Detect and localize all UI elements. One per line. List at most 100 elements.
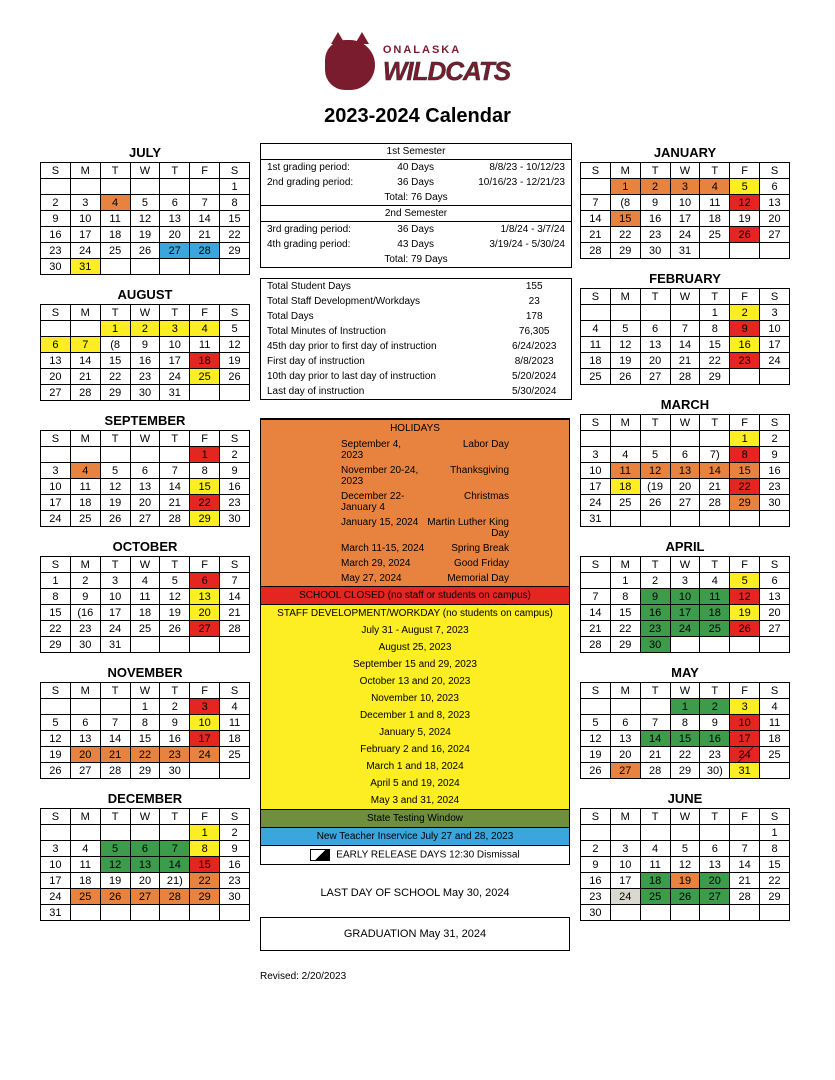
day-cell: 25 (190, 369, 220, 385)
day-cell: 15 (220, 211, 250, 227)
day-cell: 9 (640, 195, 670, 211)
day-cell: 8 (190, 841, 220, 857)
day-cell: 14 (670, 337, 700, 353)
dev-date: September 15 and 29, 2023 (261, 656, 569, 673)
day-cell: 2 (640, 179, 670, 195)
day-cell: 15 (41, 605, 71, 621)
day-cell: 19 (670, 873, 700, 889)
day-cell: 3 (760, 305, 790, 321)
day-cell: 21 (730, 873, 760, 889)
day-cell: 24 (41, 889, 71, 905)
month-march: MARCHSMTWTFS1234567)89101112131415161718… (580, 395, 790, 527)
day-cell: 14 (70, 353, 100, 369)
day-cell: 24 (730, 747, 760, 763)
day-cell: 2 (581, 841, 611, 857)
newteach-header: New Teacher Inservice July 27 and 28, 20… (261, 827, 569, 845)
day-cell: 30 (581, 905, 611, 921)
day-cell: 5 (581, 715, 611, 731)
day-cell: 31 (160, 385, 190, 401)
day-cell: 3 (41, 463, 71, 479)
wildcat-icon (325, 40, 375, 90)
day-cell: 3 (41, 841, 71, 857)
day-cell: 11 (100, 211, 130, 227)
day-cell: 17 (100, 605, 130, 621)
day-cell: 28 (100, 763, 130, 779)
day-cell: 5 (610, 321, 640, 337)
day-cell: 28 (640, 763, 670, 779)
day-cell: 20 (760, 605, 790, 621)
stats-box: Total Student Days155Total Staff Develop… (260, 278, 572, 400)
day-cell: (19 (640, 479, 670, 495)
day-cell: 22 (610, 621, 640, 637)
day-cell: 10 (730, 715, 760, 731)
dev-date: May 3 and 31, 2024 (261, 792, 569, 809)
day-cell: 17 (70, 227, 100, 243)
day-cell: 13 (760, 589, 790, 605)
brand-top: ONALASKA (383, 44, 461, 56)
day-cell: 14 (640, 731, 670, 747)
day-cell: 27 (160, 243, 190, 259)
day-cell: 19 (100, 873, 130, 889)
day-cell: 10 (41, 857, 71, 873)
day-cell: 15 (100, 353, 130, 369)
day-cell: 9 (760, 447, 790, 463)
day-cell: 24 (670, 621, 700, 637)
day-cell: 17 (610, 873, 640, 889)
testing-header: State Testing Window (261, 809, 569, 827)
month-july: JULYSMTWTFS12345678910111213141516171819… (40, 143, 250, 275)
day-cell: 23 (130, 369, 160, 385)
day-cell: 28 (190, 243, 220, 259)
day-cell: 27 (70, 763, 100, 779)
day-cell: 7 (220, 573, 250, 589)
day-cell: 30) (700, 763, 730, 779)
holidays-header: HOLIDAYS (261, 419, 569, 437)
day-cell: 13 (130, 479, 160, 495)
day-cell: 6 (760, 573, 790, 589)
day-cell: 7 (640, 715, 670, 731)
day-cell: 11 (760, 715, 790, 731)
day-cell: 21 (160, 495, 190, 511)
day-cell: 2 (640, 573, 670, 589)
legend-box: HOLIDAYS September 4, 2023Labor DayNovem… (260, 418, 570, 865)
day-cell: 31 (70, 259, 100, 275)
day-cell: 7 (190, 195, 220, 211)
day-cell: 26 (581, 763, 611, 779)
day-cell: 27 (610, 763, 640, 779)
day-cell: 27 (41, 385, 71, 401)
day-cell: 15 (730, 463, 760, 479)
day-cell: 27 (760, 621, 790, 637)
day-cell: 11 (130, 589, 160, 605)
day-cell: 12 (130, 211, 160, 227)
day-cell: 1 (190, 447, 220, 463)
month-june: JUNESMTWTFS12345678910111213141516171819… (580, 789, 790, 921)
day-cell: 10 (100, 589, 130, 605)
day-cell: 8 (730, 447, 760, 463)
day-cell: 19 (100, 495, 130, 511)
day-cell: 11 (700, 589, 730, 605)
day-cell: 26 (640, 495, 670, 511)
day-cell: 21 (70, 369, 100, 385)
day-cell: 17 (41, 873, 71, 889)
day-cell: 19 (730, 211, 760, 227)
day-cell: 27 (130, 511, 160, 527)
day-cell: 1 (730, 431, 760, 447)
day-cell: 26 (670, 889, 700, 905)
day-cell: 9 (41, 211, 71, 227)
day-cell: 10 (610, 857, 640, 873)
day-cell: 16 (700, 731, 730, 747)
day-cell: 24 (41, 511, 71, 527)
day-cell: 30 (130, 385, 160, 401)
day-cell: 26 (100, 889, 130, 905)
day-cell: 22 (730, 479, 760, 495)
day-cell: 23 (640, 621, 670, 637)
day-cell: 18 (760, 731, 790, 747)
day-cell: 7 (70, 337, 100, 353)
day-cell: 10 (670, 195, 700, 211)
day-cell: 8 (41, 589, 71, 605)
day-cell: 24 (70, 243, 100, 259)
day-cell: 22 (100, 369, 130, 385)
day-cell: 29 (100, 385, 130, 401)
day-cell: 3 (100, 573, 130, 589)
day-cell: 13 (670, 463, 700, 479)
month-december: DECEMBERSMTWTFS1234567891011121314151617… (40, 789, 250, 921)
